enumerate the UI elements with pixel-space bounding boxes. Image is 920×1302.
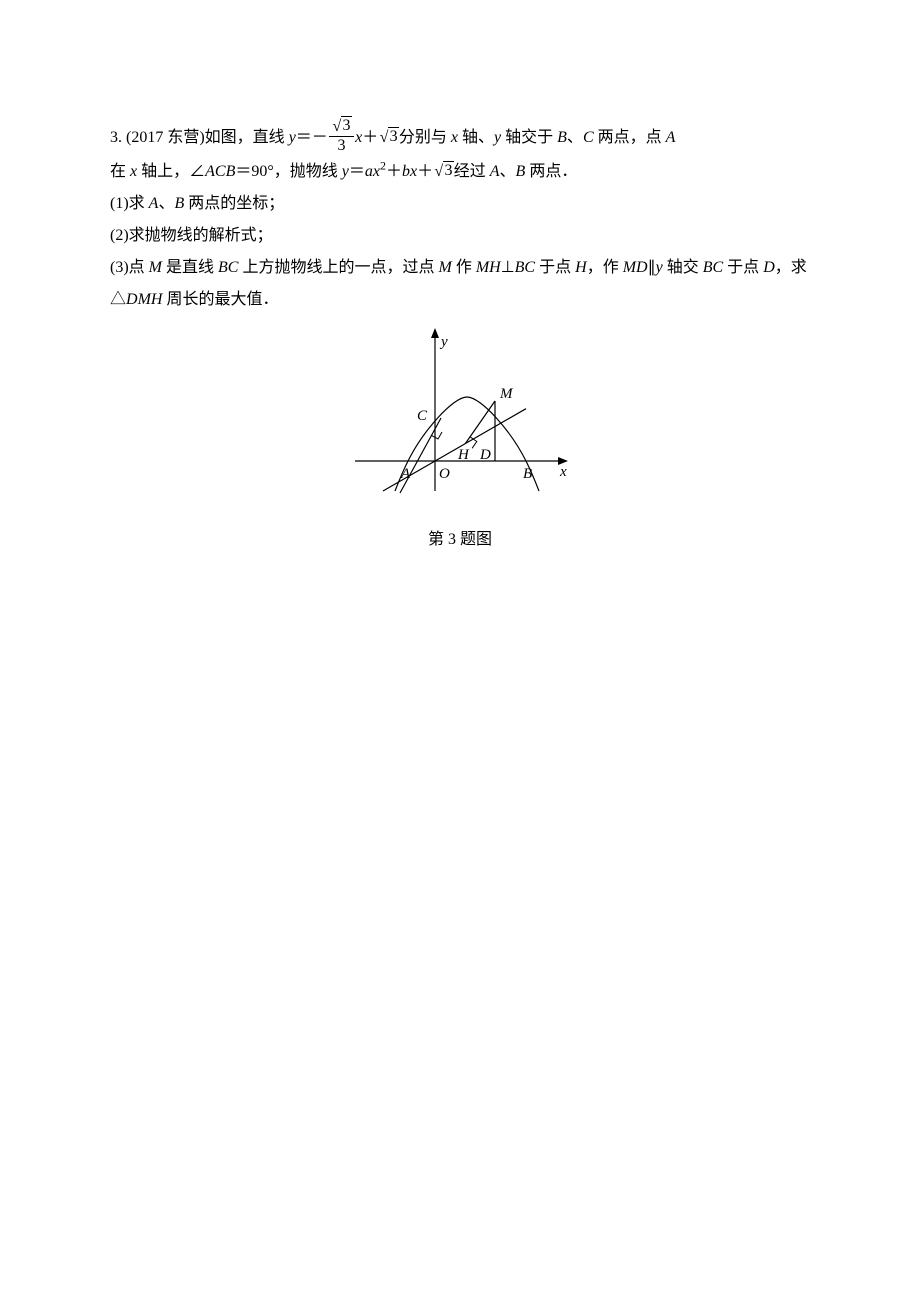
q1-num: (1) [110, 195, 129, 212]
svg-text:M: M [499, 386, 514, 402]
sqrt-3: 3 [378, 122, 399, 154]
svg-text:O: O [439, 466, 450, 482]
question-1: (1)求 A、B 两点的坐标； [110, 188, 810, 220]
svg-text:C: C [417, 408, 428, 424]
figure-caption: 第 3 题图 [110, 524, 810, 556]
problem-figure: y x O A B C M HD [345, 326, 575, 506]
problem-line-1: 3. (2017 东营)如图，直线 y＝－33x＋3分别与 x 轴、y 轴交于 … [110, 120, 810, 156]
problem-line-2: 在 x 轴上，∠ACB＝90°，抛物线 y＝ax2＋bx＋3经过 A、B 两点． [110, 156, 810, 188]
question-3: (3)点 M 是直线 BC 上方抛物线上的一点，过点 M 作 MH⊥BC 于点 … [110, 252, 810, 316]
problem-number: 3 [110, 129, 118, 146]
figure-container: y x O A B C M HD 第 3 题图 [110, 326, 810, 556]
q2-num: (2) [110, 227, 129, 244]
sqrt-3: 3 [433, 156, 454, 188]
svg-text:H: H [457, 447, 470, 463]
svg-text:D: D [479, 447, 491, 463]
svg-text:y: y [439, 334, 448, 350]
question-2: (2)求抛物线的解析式； [110, 220, 810, 252]
var-x: x [355, 129, 362, 146]
svg-text:B: B [523, 466, 532, 482]
svg-text:x: x [559, 464, 567, 480]
q3-num: (3) [110, 259, 129, 276]
problem-source: (2017 东营) [126, 129, 205, 146]
fraction-sqrt3-over-3: 33 [329, 118, 354, 154]
var-y: y [289, 129, 296, 146]
svg-text:A: A [400, 466, 411, 482]
parallel-symbol: ∥ [648, 259, 656, 276]
